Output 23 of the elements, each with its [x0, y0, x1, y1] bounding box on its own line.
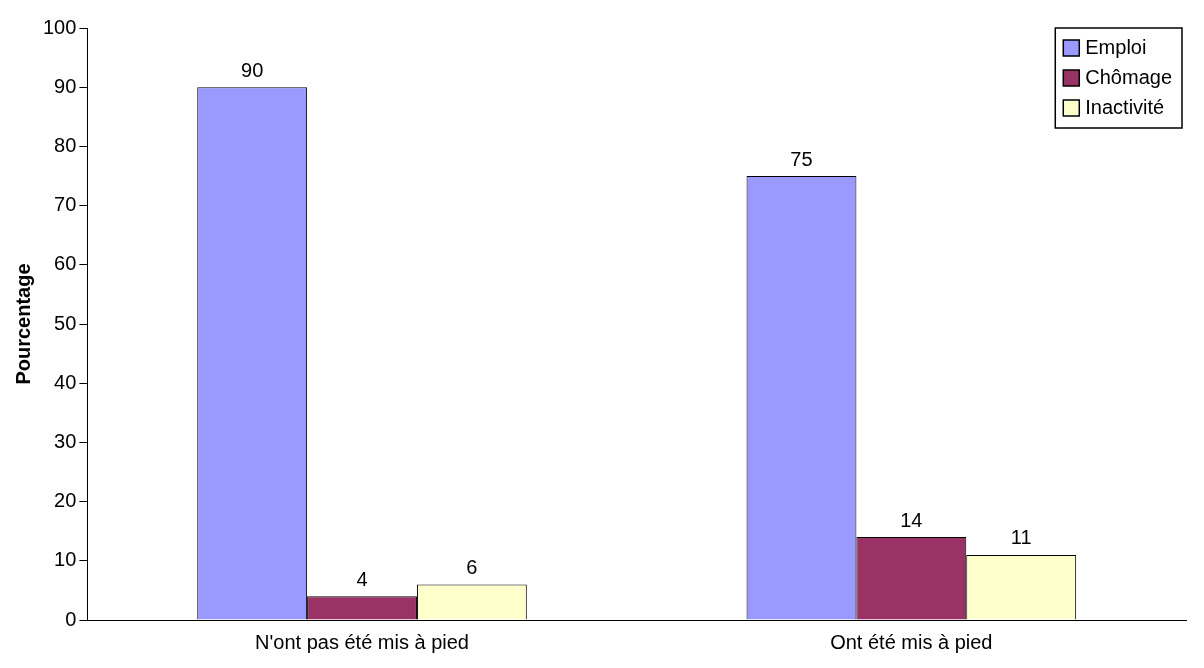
y-axis-title: Pourcentage	[11, 263, 34, 385]
y-tick-label: 40	[54, 370, 77, 393]
y-tick-label: 0	[65, 607, 77, 630]
legend-label: Inactivité	[1085, 95, 1165, 118]
y-tick-label: 20	[54, 489, 77, 512]
data-label: 75	[790, 147, 813, 170]
y-tick-label: 70	[54, 193, 77, 216]
legend-label: Chômage	[1085, 65, 1172, 88]
data-label: 6	[466, 556, 478, 578]
y-tick-label: 10	[54, 548, 77, 571]
y-tick-label: 90	[54, 74, 77, 97]
y-tick-label: 100	[42, 15, 77, 38]
data-label: 4	[356, 567, 368, 590]
data-label: 90	[241, 58, 264, 81]
data-label: 14	[900, 508, 923, 531]
x-tick-label: N'ont pas été mis à pied	[255, 630, 469, 653]
legend-label: Emploi	[1085, 35, 1147, 58]
y-tick-label: 80	[54, 133, 77, 156]
y-tick-label: 60	[54, 252, 77, 275]
data-label: 11	[1010, 526, 1032, 549]
x-tick-label: Ont été mis à pied	[830, 630, 993, 653]
y-tick-label: 50	[54, 311, 77, 334]
y-tick-label: 30	[54, 429, 77, 452]
